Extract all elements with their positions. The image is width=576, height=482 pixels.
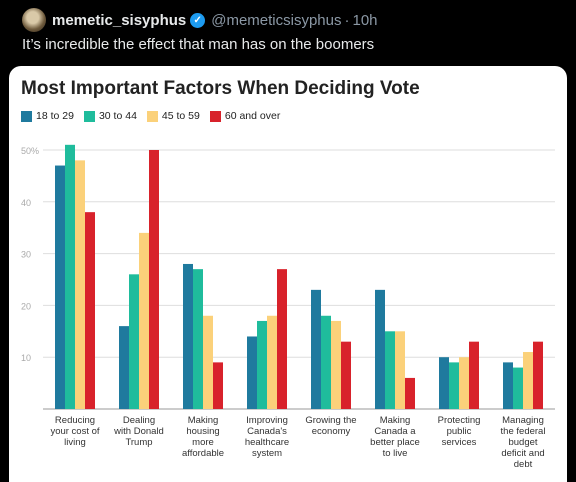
bar [75, 160, 85, 409]
bar [257, 320, 267, 409]
bar [405, 377, 415, 409]
legend-item: 60 and over [209, 110, 281, 122]
bar [331, 320, 341, 409]
legend-swatch [83, 110, 95, 122]
tweet-header: memetic_sisyphus ✓ @memeticsisyphus · 10… [22, 8, 378, 32]
legend-item: 30 to 44 [83, 110, 137, 122]
bar [439, 357, 449, 409]
bar [311, 289, 321, 409]
verified-badge-icon: ✓ [190, 12, 206, 28]
bar [503, 362, 513, 409]
y-tick-label: 40 [21, 198, 31, 208]
bar [523, 352, 533, 409]
x-category-label: Improving Canada's healthcare system [245, 415, 289, 459]
chart-image[interactable]: Most Important Factors When Deciding Vot… [9, 66, 567, 482]
legend-swatch [209, 110, 221, 122]
bar [513, 367, 523, 409]
bar [139, 232, 149, 409]
bar [129, 274, 139, 409]
y-tick-label: 30 [21, 250, 31, 260]
x-category-label: Reducing your cost of living [50, 415, 99, 448]
y-tick-label: 50% [21, 146, 39, 156]
bar [469, 341, 479, 409]
timestamp[interactable]: 10h [352, 11, 378, 29]
display-name[interactable]: memetic_sisyphus [52, 11, 187, 29]
legend-item: 45 to 59 [146, 110, 200, 122]
legend-label: 18 to 29 [36, 110, 74, 122]
x-category-label: Making Canada a better place to live [370, 415, 420, 459]
bar [247, 336, 257, 409]
avatar[interactable] [22, 8, 46, 32]
bar [149, 150, 159, 409]
x-category-label: Growing the economy [305, 415, 356, 437]
legend-label: 45 to 59 [161, 110, 200, 122]
bar [321, 315, 331, 409]
bar [267, 315, 277, 409]
bar-chart: 10 20 30 40 50% Reducing your cost of living Dea… [21, 144, 555, 470]
bar [385, 331, 395, 409]
x-category-label: Making housing more affordable [182, 415, 224, 459]
bar [277, 269, 287, 409]
bar [65, 144, 75, 409]
legend-item: 18 to 29 [21, 110, 74, 122]
legend-label: 60 and over [224, 110, 281, 122]
chart-legend: 18 to 29 30 to 44 45 to 59 60 and over [21, 110, 290, 122]
bar [533, 341, 543, 409]
x-category-label: Dealing with Donald Trump [113, 415, 164, 448]
bar [183, 263, 193, 409]
y-tick-label: 20 [21, 301, 31, 311]
chart-title: Most Important Factors When Deciding Vot… [21, 78, 420, 99]
x-category-label: Managing the federal budget deficit and debt [501, 415, 546, 470]
bar [375, 289, 385, 409]
y-tick-label: 10 [21, 353, 31, 363]
bar [85, 212, 95, 409]
legend-label: 30 to 44 [98, 110, 137, 122]
legend-swatch [146, 110, 158, 122]
bar [203, 315, 213, 409]
legend-swatch [21, 110, 32, 122]
bar [213, 362, 223, 409]
bar [395, 331, 405, 409]
bar [55, 165, 65, 409]
bar [459, 357, 469, 409]
bar [449, 362, 459, 409]
separator-dot: · [344, 11, 350, 29]
user-handle[interactable]: @memeticsisyphus [211, 11, 342, 29]
bar [193, 269, 203, 409]
bar [341, 341, 351, 409]
bar [119, 326, 129, 409]
x-category-label: Protecting public services [438, 415, 481, 448]
tweet-text: It’s incredible the effect that man has … [22, 36, 375, 53]
